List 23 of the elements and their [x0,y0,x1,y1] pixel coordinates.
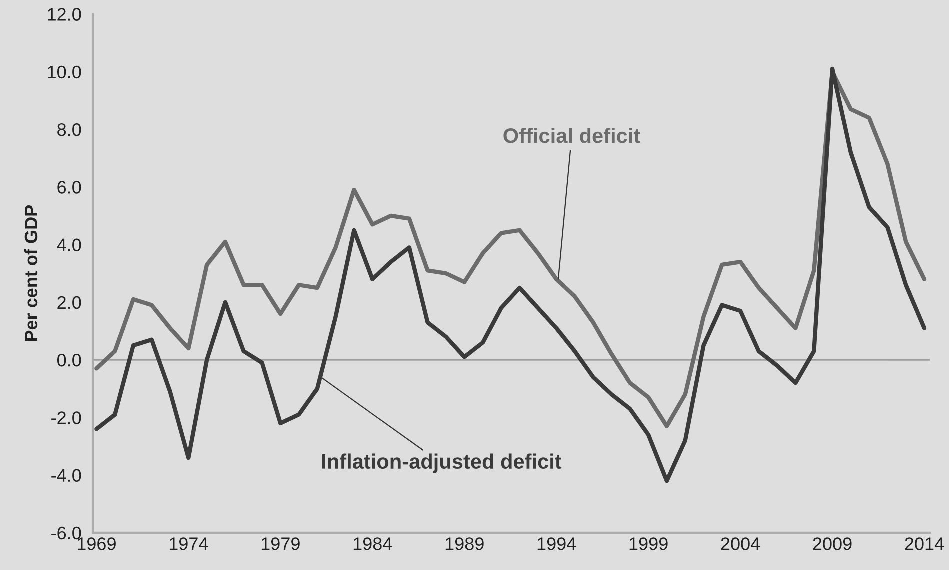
y-tick-label: -4.0 [52,469,82,482]
annotation: Official deficit [504,128,640,144]
y-tick-label: -2.0 [52,412,82,424]
x-tick-label: 2004 [721,538,760,550]
x-tick-label: 1984 [354,538,392,550]
y-tick-label: -6.0 [52,526,82,540]
y-tick-label: 0.0 [58,354,82,367]
x-tick-label: 2009 [813,538,852,550]
x-tick-label: 1989 [446,538,484,550]
y-axis-title: Per cent of GDP [24,205,38,342]
annotation: Inflation-adjusted deficit [322,454,562,474]
x-tick-label: 2014 [905,538,944,550]
x-tick-label: 1994 [538,538,576,550]
y-tick-label: 10.0 [48,66,82,79]
y-tick-label: 4.0 [57,238,82,252]
x-tick-label: 1979 [262,538,300,550]
y-tick-label: 2.0 [58,296,82,310]
x-tick-label: 1969 [78,538,116,550]
y-tick-label: 12.0 [48,8,82,21]
y-tick-label: 8.0 [58,123,82,136]
x-tick-label: 1974 [170,538,208,550]
y-tick-label: 6.0 [58,181,82,194]
x-tick-label: 1999 [630,538,668,550]
